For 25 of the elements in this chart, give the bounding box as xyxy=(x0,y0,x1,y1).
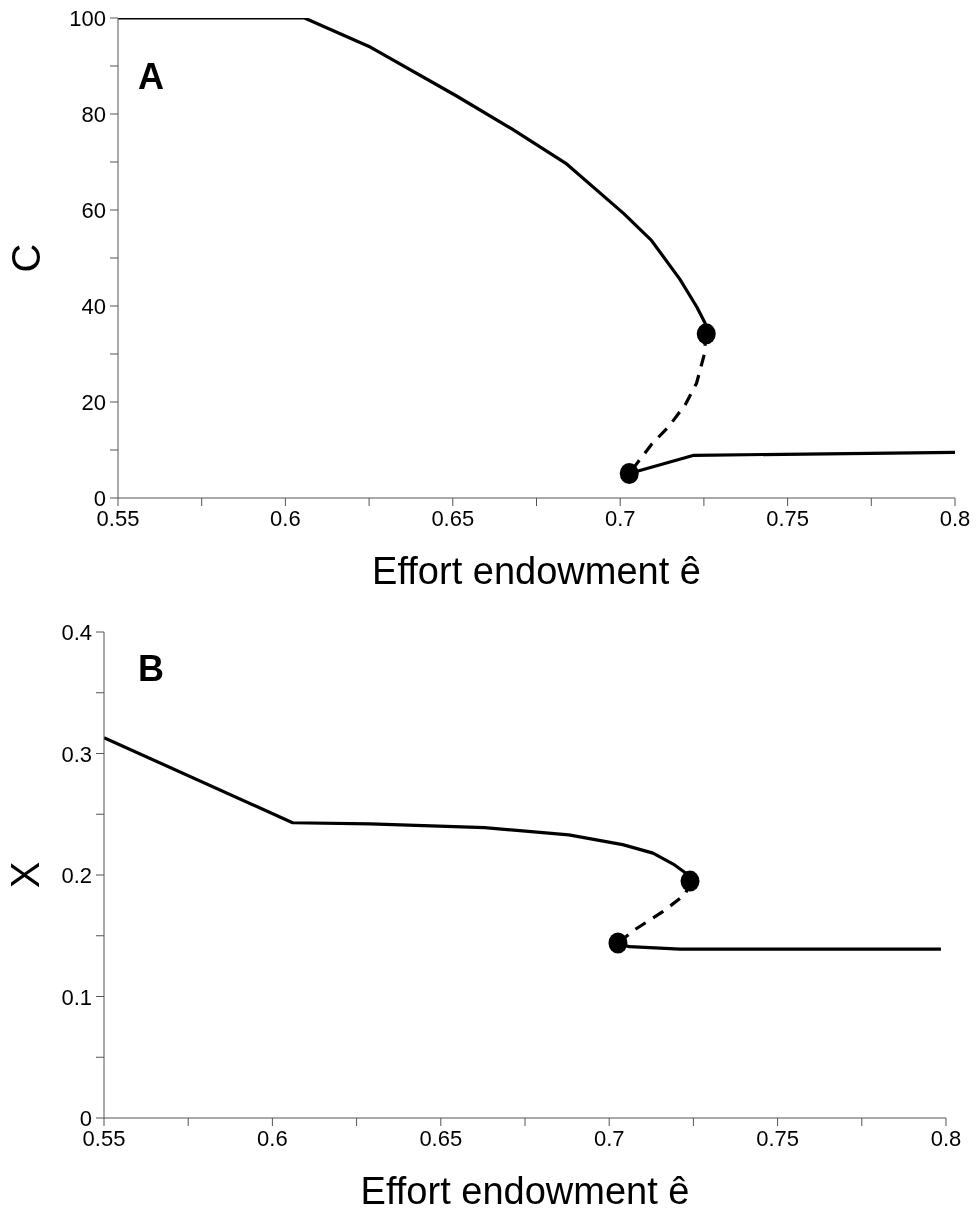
y-tick-label: 60 xyxy=(81,198,106,223)
y-tick-label: 0.4 xyxy=(61,620,92,645)
x-tick-label: 0.6 xyxy=(270,506,301,531)
y-axis-title: C xyxy=(3,243,50,273)
y-tick-label: 0.1 xyxy=(61,984,92,1010)
y-axis-title: X xyxy=(2,861,49,889)
y-tick-label: 0.2 xyxy=(61,863,92,888)
y-tick-label: 80 xyxy=(81,102,106,127)
y-tick-label: 0.3 xyxy=(61,741,92,767)
x-tick-label: 0.7 xyxy=(604,506,636,531)
annotation: A xyxy=(138,56,164,98)
y-tick-label: 100 xyxy=(69,6,106,31)
x-axis-title: Effort endowment ê xyxy=(372,550,701,592)
x-tick-label: 0.6 xyxy=(257,1126,288,1151)
y-tick-label: 40 xyxy=(81,294,106,319)
x-tick-label: 0.8 xyxy=(939,506,971,531)
y-tick-label: 20 xyxy=(81,390,106,415)
annotation: B xyxy=(138,648,164,690)
x-tick-label: 0.75 xyxy=(756,1126,800,1151)
x-tick-label: 0.75 xyxy=(766,506,810,531)
x-tick-label: 0.7 xyxy=(593,1126,625,1151)
x-tick-label: 0.65 xyxy=(431,506,475,531)
x-tick-label: 0.8 xyxy=(930,1126,962,1151)
x-tick-label: 0.65 xyxy=(419,1126,463,1151)
x-axis-title: Effort endowment ê xyxy=(360,1170,690,1212)
